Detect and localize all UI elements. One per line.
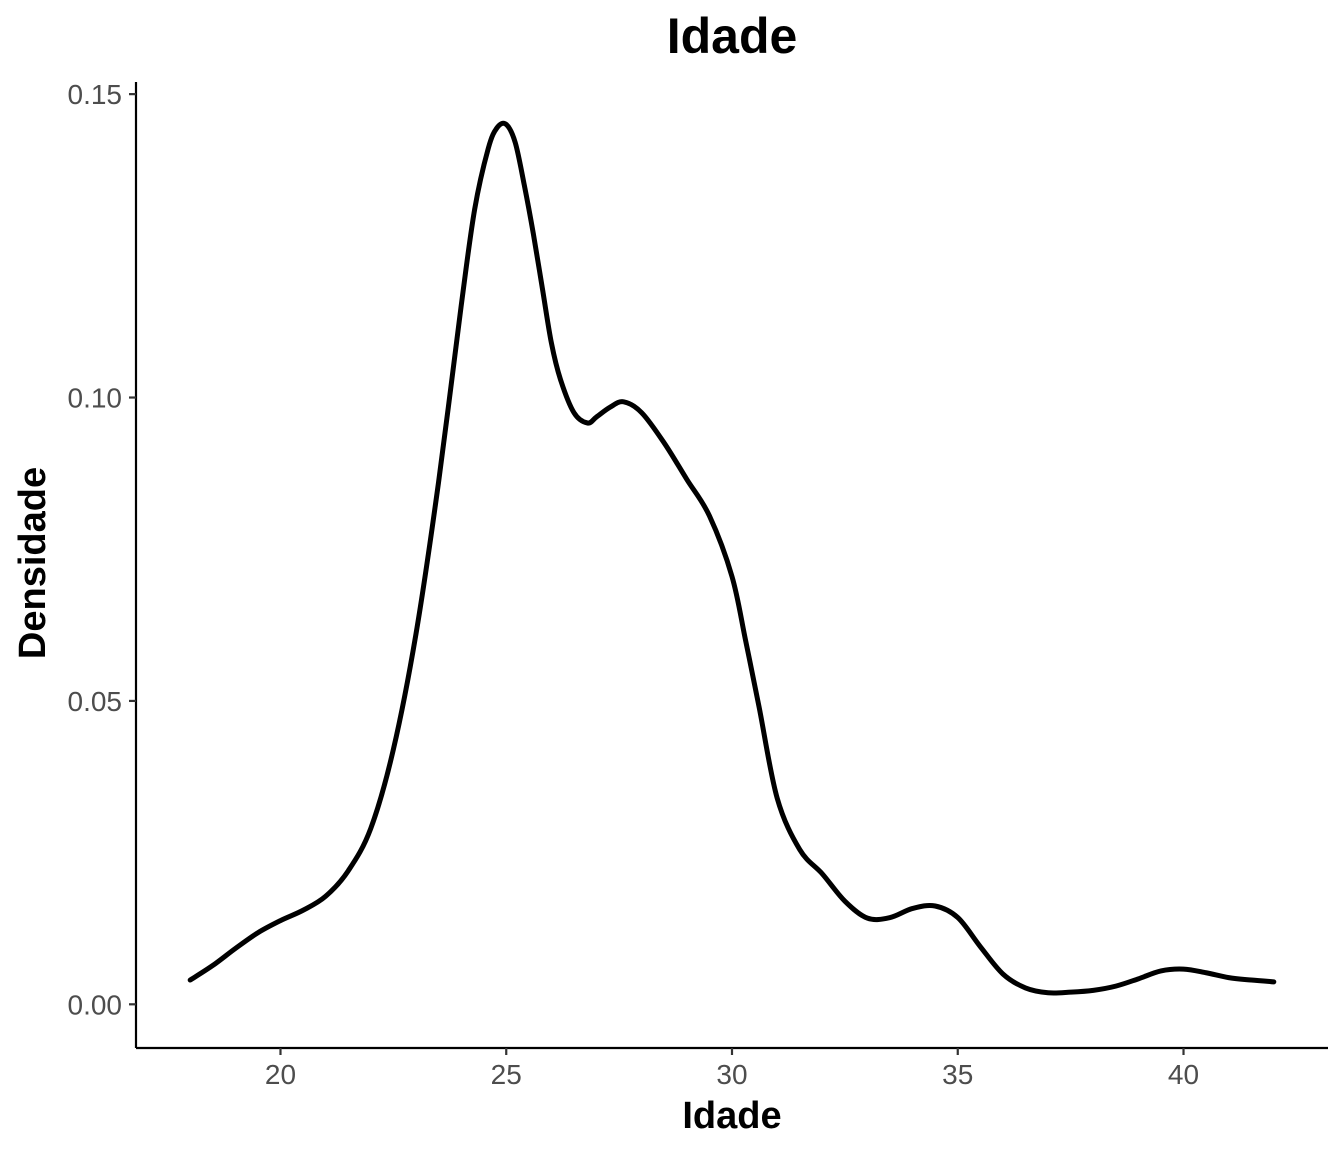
x-tick-label: 30 — [716, 1059, 747, 1090]
density-line — [187, 120, 1277, 996]
y-axis-title: Densidade — [12, 467, 54, 659]
y-tick-label: 0.00 — [68, 989, 123, 1020]
plot-area: 0.00 0.05 0.10 0.15 20 25 30 35 40 — [68, 79, 1328, 1090]
x-tick-label: 35 — [942, 1059, 973, 1090]
x-axis-title: Idade — [682, 1095, 781, 1137]
x-tick-label: 25 — [491, 1059, 522, 1090]
y-tick-label: 0.05 — [68, 686, 123, 717]
y-axis-ticks: 0.00 0.05 0.10 0.15 — [68, 79, 136, 1020]
x-tick-label: 20 — [265, 1059, 296, 1090]
y-tick-label: 0.15 — [68, 79, 123, 110]
chart-title: Idade — [667, 8, 798, 64]
y-tick-label: 0.10 — [68, 383, 123, 414]
x-tick-label: 40 — [1168, 1059, 1199, 1090]
x-axis-ticks: 20 25 30 35 40 — [265, 1048, 1199, 1090]
